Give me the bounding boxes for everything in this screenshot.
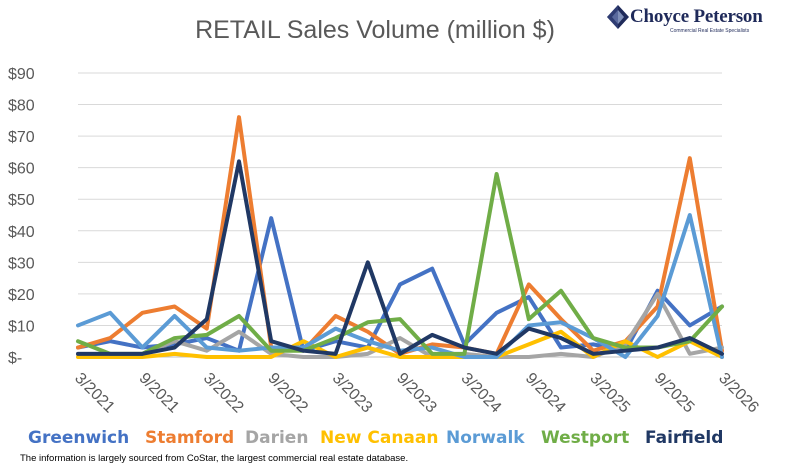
gridlines	[78, 72, 722, 326]
diamond-logo-icon	[607, 5, 629, 29]
x-tick-label: 3/2022	[200, 370, 247, 417]
y-axis-tick-labels: $- $10 $20 $30 $40 $50 $60 $70 $80 $90	[8, 66, 35, 367]
line-chart: $- $10 $20 $30 $40 $50 $60 $70 $80 $90 3/2021 9/20…	[8, 66, 762, 417]
y-tick-label: $10	[8, 318, 35, 335]
legend-item-stamford: Stamford	[145, 428, 235, 448]
x-tick-label: 9/2024	[522, 370, 569, 417]
y-tick-label: $-	[8, 350, 22, 367]
legend-item-greenwich: Greenwich	[28, 428, 130, 448]
legend-item-new-canaan: New Canaan	[320, 428, 439, 448]
y-tick-label: $70	[8, 129, 35, 146]
x-axis-tick-labels: 3/2021 9/2021 3/2022 9/2022 3/2023 9/2023 3/20…	[71, 370, 762, 417]
y-tick-label: $50	[8, 192, 35, 209]
series-line-fairfield	[76, 159, 724, 356]
y-tick-label: $20	[8, 287, 35, 304]
y-tick-label: $30	[8, 255, 35, 272]
x-tick-label: 9/2021	[136, 370, 183, 417]
x-tick-label: 3/2024	[458, 370, 505, 417]
footnote: The information is largely sourced from …	[20, 453, 409, 464]
x-tick-label: 9/2025	[651, 370, 698, 417]
logo-wordmark: Choyce Peterson	[630, 6, 763, 27]
series-lines	[76, 115, 724, 359]
y-tick-label: $90	[8, 66, 35, 83]
y-tick-label: $80	[8, 98, 35, 115]
legend: Greenwich Stamford Darien New Canaan Norwalk…	[0, 428, 792, 450]
legend-item-norwalk: Norwalk	[446, 428, 525, 448]
legend-item-fairfield: Fairfield	[645, 428, 724, 448]
x-tick-label: 3/2023	[329, 370, 376, 417]
x-tick-label: 9/2023	[393, 370, 440, 417]
y-tick-label: $60	[8, 161, 35, 178]
chart-title: RETAIL Sales Volume (million $)	[195, 16, 555, 44]
x-tick-label: 3/2021	[71, 370, 118, 417]
legend-item-darien: Darien	[245, 428, 309, 448]
x-tick-label: 3/2026	[715, 370, 762, 417]
series-line-greenwich	[76, 216, 724, 353]
company-logo: Choyce Peterson Commercial Real Estate S…	[606, 4, 788, 38]
legend-item-westport: Westport	[541, 428, 630, 448]
x-tick-label: 9/2022	[264, 370, 311, 417]
series-line-new-canaan	[76, 329, 724, 359]
y-tick-label: $40	[8, 224, 35, 241]
logo-tagline: Commercial Real Estate Specialists	[670, 28, 750, 34]
series-line-westport	[76, 171, 724, 356]
x-tick-label: 3/2025	[586, 370, 633, 417]
